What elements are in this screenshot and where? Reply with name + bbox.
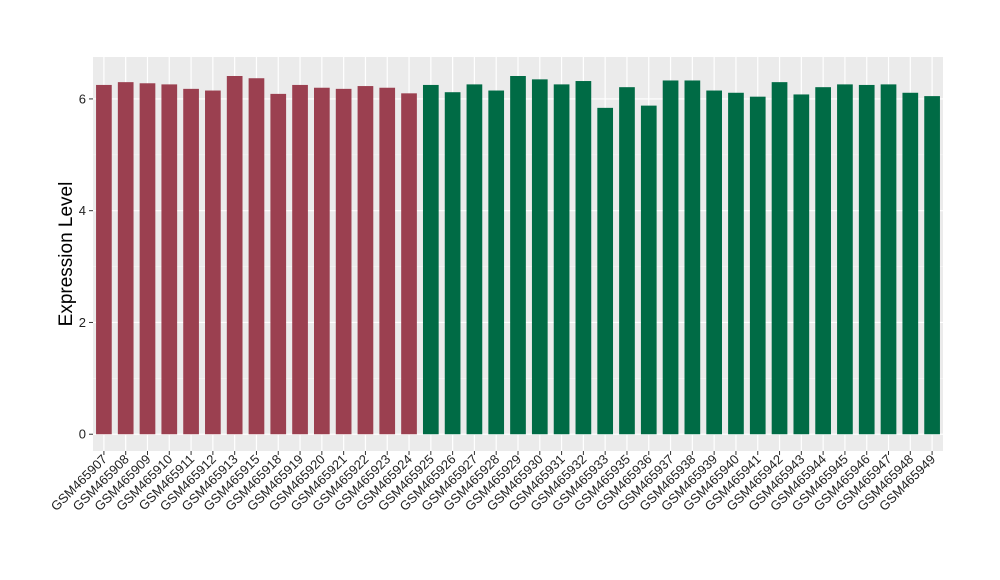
- y-axis-title: Expression Level: [56, 182, 77, 327]
- bar-GSM465919: [292, 84, 308, 435]
- x-axis: GSM465907GSM465908GSM465909GSM465910GSM4…: [48, 451, 938, 514]
- bar-GSM465933: [597, 107, 614, 435]
- bar-GSM465926: [444, 92, 461, 435]
- bar-GSM465913: [226, 76, 243, 435]
- bar-GSM465908: [117, 82, 134, 435]
- bar-GSM465915: [248, 78, 265, 435]
- bar-GSM465948: [902, 92, 919, 435]
- bar-GSM465920: [314, 87, 330, 435]
- bar-GSM465910: [161, 84, 178, 435]
- bar-GSM465925: [422, 84, 439, 435]
- bar-GSM465939: [706, 90, 722, 435]
- bar-GSM465942: [771, 82, 788, 435]
- bar-GSM465909: [139, 83, 156, 435]
- bar-GSM465928: [488, 90, 505, 435]
- bar-GSM465918: [270, 93, 287, 435]
- bar-GSM465947: [880, 84, 897, 435]
- y-tick-label: 0: [79, 427, 86, 442]
- bar-GSM465922: [357, 86, 374, 435]
- bar-GSM465931: [553, 84, 570, 435]
- bar-GSM465930: [531, 79, 548, 435]
- bar-GSM465940: [728, 92, 744, 435]
- bar-GSM465911: [183, 88, 199, 435]
- bar-GSM465937: [662, 80, 679, 435]
- bar-GSM465936: [640, 105, 657, 435]
- bar-GSM465941: [749, 96, 766, 435]
- y-tick-label: 2: [79, 315, 86, 330]
- bar-GSM465921: [335, 88, 352, 435]
- bar-GSM465949: [924, 96, 940, 435]
- bar-GSM465929: [510, 76, 526, 435]
- bar-GSM465943: [793, 94, 810, 435]
- bar-GSM465927: [466, 84, 483, 435]
- bars: [96, 76, 940, 435]
- bar-GSM465938: [684, 80, 701, 435]
- bar-GSM465944: [815, 87, 831, 435]
- bar-GSM465932: [575, 81, 592, 435]
- bar-GSM465924: [401, 93, 417, 435]
- y-tick-label: 4: [79, 203, 86, 218]
- bar-GSM465912: [205, 90, 221, 435]
- y-axis: 0 2 4 6: [79, 91, 93, 442]
- bar-GSM465935: [619, 87, 635, 435]
- bar-GSM465945: [837, 84, 853, 435]
- y-tick-label: 6: [79, 91, 86, 106]
- bar-GSM465946: [858, 84, 875, 435]
- bar-GSM465923: [379, 87, 396, 435]
- bar-GSM465907: [96, 84, 112, 435]
